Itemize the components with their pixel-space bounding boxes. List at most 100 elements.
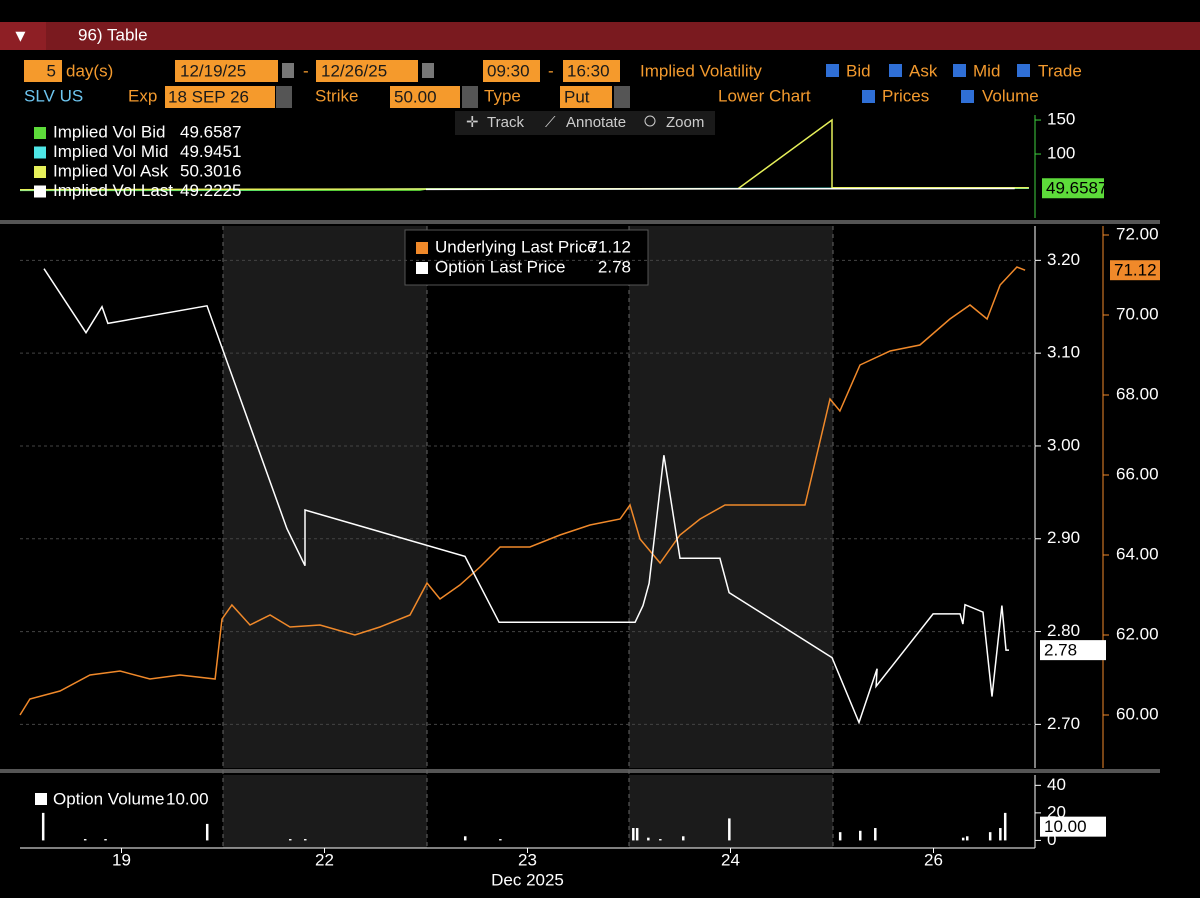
day-shade: [223, 226, 427, 768]
y-tick-label: 100: [1047, 144, 1075, 163]
checkbox[interactable]: [1017, 64, 1030, 77]
period-count: 5: [47, 61, 56, 80]
y-tick-label: 3.20: [1047, 250, 1080, 269]
bar: [859, 830, 862, 841]
tool-button[interactable]: Track: [487, 114, 524, 131]
end-date-field[interactable]: [316, 60, 418, 82]
menu-title[interactable]: 96) Table: [78, 25, 148, 44]
y-tick-label: 20: [1047, 802, 1066, 821]
start-time: 09:30: [487, 61, 530, 80]
legend-label: Implied Vol Ask: [53, 161, 169, 180]
tool-button[interactable]: Zoom: [666, 114, 704, 131]
legend-value: 50.3016: [180, 161, 241, 180]
legend-swatch: [34, 185, 46, 198]
x-tick-label: 22: [315, 850, 334, 869]
y2-tick-label: 70.00: [1116, 304, 1159, 323]
bar: [463, 836, 467, 841]
y-tick-label: 150: [1047, 110, 1075, 129]
day-shade: [223, 775, 427, 848]
period-unit: day(s): [66, 61, 113, 80]
strike-value: 50.00: [394, 87, 437, 106]
legend-value: 49.2225: [180, 181, 241, 200]
start-time-field[interactable]: [483, 60, 540, 82]
y-tick-label: 3.00: [1047, 435, 1080, 454]
x-tick-label: 26: [924, 850, 943, 869]
y2-tick-label: 72.00: [1116, 224, 1159, 243]
bar: [838, 832, 842, 841]
bar: [205, 823, 209, 841]
study-label: Implied Volatility: [640, 61, 762, 80]
type-label: Type: [484, 86, 521, 105]
dropdown[interactable]: [462, 86, 478, 108]
menu-button[interactable]: [0, 22, 46, 50]
legend-label: Option Volume: [53, 789, 165, 808]
series-line: [425, 187, 1015, 191]
y-tick-label: 2.70: [1047, 714, 1080, 733]
bar: [728, 818, 731, 841]
checkbox[interactable]: [862, 90, 875, 103]
calendar-icon[interactable]: [422, 63, 434, 78]
end-time-field[interactable]: [563, 60, 620, 82]
period-field[interactable]: [24, 60, 62, 82]
lower-chart-label: Lower Chart: [718, 86, 811, 105]
tool-button[interactable]: Annotate: [566, 114, 626, 131]
start-date-field[interactable]: [175, 60, 278, 82]
y2-tick-label: 60.00: [1116, 704, 1159, 723]
title-bar: [0, 22, 1200, 50]
bar: [961, 837, 965, 841]
bar: [874, 828, 877, 841]
legend-box: [404, 229, 649, 286]
y2-tick-label: 64.00: [1116, 544, 1159, 563]
option-label: Bid: [846, 61, 871, 80]
legend-value: 49.6587: [180, 122, 241, 141]
menu-arrow: ▼: [12, 26, 29, 45]
strike-field[interactable]: [390, 86, 460, 108]
x-axis-label: Dec 2025: [491, 870, 564, 889]
bar: [681, 836, 685, 841]
annotate-icon: ⟋: [545, 114, 556, 131]
dropdown[interactable]: [614, 86, 630, 108]
option-label: Mid: [973, 61, 1000, 80]
x-tick-label: 23: [518, 850, 537, 869]
value-tag-label: 10.00: [1044, 817, 1087, 836]
value-tag: [1110, 260, 1160, 281]
checkbox[interactable]: [953, 64, 966, 77]
bar: [499, 839, 502, 841]
option-label: Prices: [882, 86, 929, 105]
legend-swatch: [416, 242, 428, 254]
day-shade: [629, 775, 833, 848]
bar: [988, 832, 992, 841]
bar: [1003, 812, 1007, 841]
y2-tick-label: 66.00: [1116, 464, 1159, 483]
bar: [304, 839, 307, 841]
type-field[interactable]: [560, 86, 612, 108]
legend-swatch: [35, 793, 47, 805]
exp-value: 18 SEP 26: [168, 87, 249, 106]
type-value: Put: [564, 87, 590, 106]
checkbox[interactable]: [889, 64, 902, 77]
legend-value: 49.9451: [180, 142, 241, 161]
legend-value: 2.78: [598, 257, 631, 276]
y-tick-label: 2.80: [1047, 621, 1080, 640]
separator: -: [548, 61, 554, 80]
calendar-icon[interactable]: [282, 63, 294, 78]
exp-field[interactable]: [165, 86, 275, 108]
value-tag-label: 2.78: [1044, 641, 1077, 660]
day-shade: [629, 226, 833, 768]
checkbox[interactable]: [826, 64, 839, 77]
legend-swatch: [34, 166, 46, 178]
bar: [288, 839, 292, 841]
option-label: Trade: [1038, 61, 1082, 80]
legend-label: Option Last Price: [435, 257, 565, 276]
dropdown[interactable]: [276, 86, 292, 108]
end-time: 16:30: [567, 61, 610, 80]
strike-label: Strike: [315, 86, 358, 105]
legend-label: Implied Vol Bid: [53, 122, 165, 141]
bar: [635, 828, 639, 841]
checkbox[interactable]: [961, 90, 974, 103]
bar: [965, 836, 969, 841]
legend-swatch: [416, 262, 428, 274]
y-tick-label: 3.10: [1047, 343, 1080, 362]
bar: [104, 839, 107, 841]
ticker: SLV US: [24, 86, 83, 105]
